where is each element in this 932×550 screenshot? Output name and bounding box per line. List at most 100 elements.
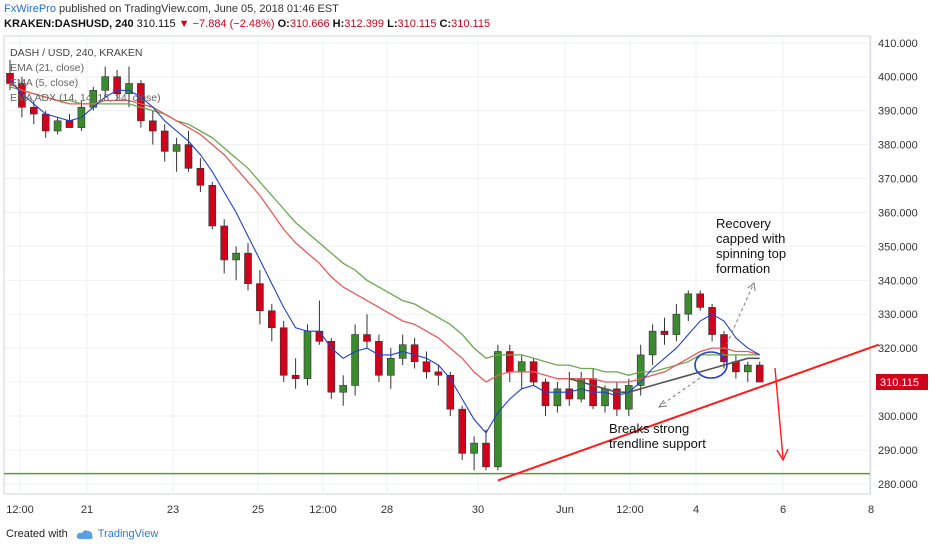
time-tick-label: 12:00 (616, 504, 644, 516)
candle (660, 317, 669, 345)
price-axis[interactable]: 280.000290.000300.000310.000320.000330.0… (878, 38, 918, 491)
publish-line: FxWirePro published on TradingView.com, … (4, 3, 339, 15)
publisher-link[interactable]: FxWirePro (4, 3, 56, 15)
dashed-arrow-up (721, 284, 754, 356)
candle (232, 246, 240, 281)
candle (434, 365, 443, 386)
candle (743, 361, 752, 383)
candle (375, 334, 383, 383)
price-tick-label: 320.000 (878, 343, 918, 355)
time-tick-label: 23 (167, 504, 179, 516)
candle (422, 351, 431, 379)
candle (113, 69, 121, 101)
time-axis[interactable]: 12:00 21 23 25 12:00 28 30 Jun 12:00 4 6 8 (6, 504, 874, 516)
candle (553, 382, 562, 413)
candle (636, 344, 645, 396)
low-value: 310.115 (397, 18, 437, 30)
candle (196, 158, 205, 193)
recovery-annotation-line1: Recovery (716, 216, 771, 231)
time-tick-label: 21 (81, 504, 93, 516)
recovery-annotation-line4: formation (716, 261, 770, 276)
candle (53, 117, 62, 135)
time-tick-label: 25 (252, 504, 264, 516)
candle (279, 320, 288, 383)
candle (149, 110, 157, 145)
high-label: H: (332, 18, 345, 30)
tradingview-cloud-icon (76, 530, 93, 539)
high-value: 312.399 (344, 18, 385, 30)
ema-21-line (9, 82, 760, 383)
candle (624, 378, 633, 416)
candle (482, 429, 490, 471)
price-tick-label: 360.000 (878, 207, 918, 219)
last-price-tag-text: 310.115 (880, 377, 919, 389)
candle (244, 242, 252, 291)
dashed-arrow-down (659, 377, 701, 407)
trendline (497, 343, 880, 482)
ema-34-line (9, 86, 760, 376)
candle (696, 290, 705, 311)
close-value: 310.115 (451, 18, 491, 30)
price-tick-label: 390.000 (878, 106, 918, 118)
price-tick-label: 300.000 (878, 411, 918, 423)
open-value: 310.666 (289, 18, 330, 30)
candle (470, 436, 478, 471)
time-tick-label: 30 (472, 504, 484, 516)
candle (172, 137, 181, 172)
time-tick-label: 12:00 (6, 504, 34, 516)
legend: DASH / USD, 240, KRAKEN EMA (21, close) … (10, 47, 161, 104)
ema-lines (9, 79, 880, 482)
dashed-arrow-up-head (747, 282, 756, 292)
legend-ema-adx: EMA ADX (14, 14, 18, 34, close) (10, 92, 161, 104)
price-tick-label: 400.000 (878, 72, 918, 84)
candle (208, 181, 217, 230)
red-arrow-down-head (776, 448, 789, 462)
ema-5-line (9, 79, 760, 434)
close-label: C: (439, 18, 452, 30)
last-price: 310.115 (136, 18, 176, 30)
candle (541, 378, 550, 416)
time-tick-label: 8 (868, 504, 874, 516)
published-text: published on TradingView.com, June 05, 2… (59, 3, 339, 15)
price-tick-label: 340.000 (878, 275, 918, 287)
chart-grid (4, 36, 872, 494)
candle (184, 130, 193, 172)
recovery-annotation-line3: spinning top (716, 246, 786, 261)
time-tick-label: 6 (780, 504, 786, 516)
legend-title: DASH / USD, 240, KRAKEN (10, 47, 142, 59)
price-tick-label: 370.000 (878, 173, 918, 185)
annotations: Recovery capped with spinning top format… (609, 216, 789, 462)
price-change: ▼ −7.884 (−2.48%) (178, 18, 275, 30)
candle (256, 270, 264, 325)
candle (410, 337, 419, 369)
candle (18, 76, 26, 118)
candle (458, 405, 467, 461)
footer: Created with TradingView (6, 528, 158, 540)
tradingview-brand[interactable]: TradingView (97, 528, 159, 540)
time-tick-label: 4 (693, 504, 699, 516)
candle (613, 382, 621, 416)
candle (684, 290, 693, 321)
candle (220, 219, 228, 274)
spinning-top-highlight (694, 351, 728, 379)
symbol-label: KRAKEN:DASHUSD, 240 (4, 18, 134, 30)
candle (351, 324, 359, 396)
legend-ema-5: EMA (5, close) (10, 77, 78, 89)
candle (339, 375, 348, 406)
candle (291, 358, 300, 389)
quote-line: KRAKEN:DASHUSD, 240 310.115 ▼ −7.884 (−2… (4, 18, 490, 30)
created-with-label: Created with (6, 528, 68, 540)
candle (160, 124, 169, 162)
breaks-annotation-line1: Breaks strong (609, 421, 689, 436)
low-label: L: (387, 18, 398, 30)
price-tick-label: 380.000 (878, 140, 918, 152)
time-tick-label: Jun (556, 504, 574, 516)
candle (755, 361, 764, 383)
dashed-arrow-down-head (657, 399, 668, 408)
candle (565, 371, 574, 406)
candle (672, 304, 681, 342)
red-arrow-down (774, 367, 784, 459)
legend-ema-21: EMA (21, close) (10, 62, 84, 74)
time-tick-label: 12:00 (309, 504, 337, 516)
